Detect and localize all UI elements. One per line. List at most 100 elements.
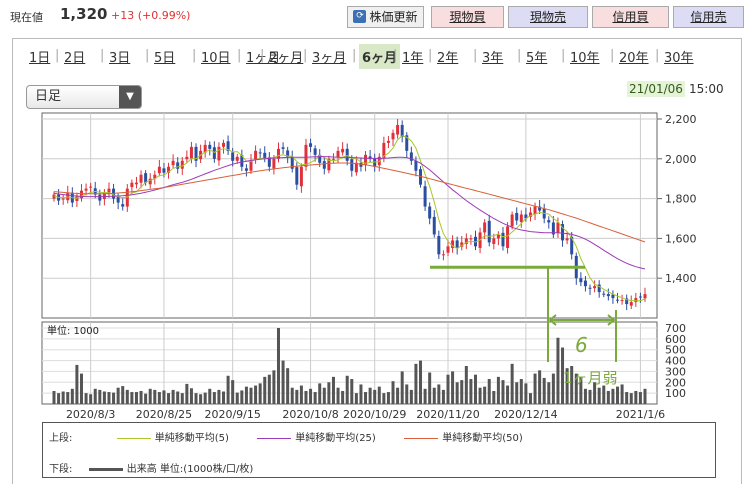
refresh-price-button[interactable]: ⟳ 株価更新 <box>347 6 424 28</box>
candle-period-value: 日足 <box>35 89 62 104</box>
volume-bar <box>345 375 349 404</box>
tab-13[interactable]: 10年 <box>570 51 600 66</box>
volume-tick-label: 200 <box>665 376 686 389</box>
tab-separator: | <box>393 48 398 63</box>
candle-period-select[interactable]: 日足 ▼ <box>26 85 142 109</box>
tab-3[interactable]: 5日 <box>154 51 176 66</box>
volume-bar <box>231 380 235 404</box>
candle-body <box>538 206 542 211</box>
date-tick-label: 2020/8/25 <box>136 408 192 421</box>
candle-body <box>157 166 161 174</box>
margin-buy-button[interactable]: 信用買 <box>592 6 669 28</box>
volume-bar <box>524 383 528 404</box>
candle-body <box>244 168 248 171</box>
refresh-price-label: 株価更新 <box>369 10 418 24</box>
chart-legend: 上段: 単純移動平均(5) 単純移動平均(25) 単純移動平均(50) 下段: … <box>42 422 716 478</box>
tab-7[interactable]: 3ヶ月 <box>312 51 347 66</box>
moving-average-line <box>53 135 646 302</box>
candle-body <box>602 293 606 295</box>
candle-body <box>524 214 528 219</box>
ma50-legend-swatch <box>404 437 439 439</box>
volume-bar <box>222 391 226 404</box>
candle-body <box>625 298 629 305</box>
tab-separator: | <box>517 48 522 63</box>
tab-9[interactable]: 1年 <box>402 51 424 66</box>
candle-body <box>263 152 267 159</box>
candle-body <box>167 166 171 173</box>
candle-body <box>212 147 216 159</box>
candle-body <box>272 158 276 169</box>
annotation-arrowheads <box>548 314 616 326</box>
candle-body <box>217 146 221 161</box>
spot-buy-button[interactable]: 現物買 <box>431 6 504 28</box>
volume-bar <box>487 379 491 404</box>
volume-bar <box>66 392 70 404</box>
tab-12[interactable]: 5年 <box>526 51 548 66</box>
volume-tick-label: 400 <box>665 355 686 368</box>
candle-body <box>226 141 230 151</box>
tab-separator: | <box>655 48 660 63</box>
candle-body <box>515 212 519 221</box>
tab-0[interactable]: 1日 <box>29 51 51 66</box>
tab-11[interactable]: 3年 <box>482 51 504 66</box>
volume-bar <box>350 379 354 404</box>
candle-body <box>98 194 102 201</box>
volume-bar <box>428 372 432 404</box>
volume-bar <box>309 388 313 404</box>
tab-separator: | <box>237 48 242 63</box>
tab-separator: | <box>428 48 433 63</box>
tab-4[interactable]: 10日 <box>201 51 231 66</box>
volume-tick-label: 300 <box>665 365 686 378</box>
volume-bar <box>409 389 413 404</box>
tab-separator: | <box>473 48 478 63</box>
tab-6[interactable]: 2ヶ月 <box>269 51 304 66</box>
tab-1[interactable]: 2日 <box>64 51 86 66</box>
candle-body <box>483 222 487 233</box>
volume-bar <box>528 393 532 404</box>
candle-body <box>295 167 299 185</box>
volume-bar <box>359 384 363 404</box>
volume-bar <box>451 371 455 404</box>
volume-bar <box>625 392 629 404</box>
volume-tick-label: 600 <box>665 333 686 346</box>
candle-body <box>464 238 468 244</box>
tab-separator: | <box>55 48 60 63</box>
tab-14[interactable]: 20年 <box>619 51 649 66</box>
volume-bar <box>414 363 418 404</box>
volume-bar <box>116 387 120 404</box>
candle-body <box>249 160 253 171</box>
tab-15[interactable]: 30年 <box>664 51 694 66</box>
candle-body <box>341 148 345 153</box>
spot-sell-button[interactable]: 現物売 <box>508 6 588 28</box>
candle-body <box>254 150 258 160</box>
price-tick-label: 2,200 <box>665 113 697 126</box>
tab-separator: | <box>561 48 566 63</box>
tab-10[interactable]: 2年 <box>437 51 459 66</box>
volume-bar <box>364 392 368 404</box>
candle-body <box>528 212 532 217</box>
volume-bar <box>299 385 303 404</box>
candle-body <box>222 142 226 147</box>
candle-body <box>208 144 212 149</box>
tab-8[interactable]: 6ヶ月 <box>359 44 401 69</box>
candle-body <box>588 287 592 289</box>
tab-separator: | <box>303 48 308 63</box>
candle-body <box>66 192 70 201</box>
volume-bar <box>533 373 537 404</box>
tab-2[interactable]: 3日 <box>109 51 131 66</box>
date-tick-label: 2020/8/3 <box>66 408 115 421</box>
candle-body <box>570 236 574 255</box>
volume-bar <box>167 393 171 404</box>
volume-bar <box>588 389 592 404</box>
candle-body <box>144 173 148 183</box>
candle-body <box>496 234 500 239</box>
candle-body <box>148 178 152 185</box>
candle-body <box>386 140 390 143</box>
candle-body <box>364 154 368 166</box>
margin-sell-button[interactable]: 信用売 <box>673 6 744 28</box>
candle-body <box>629 302 633 306</box>
volume-bar <box>464 366 468 404</box>
chart-time: 15:00 <box>689 82 724 96</box>
tab-5[interactable]: 1ヶ月 <box>246 51 281 66</box>
